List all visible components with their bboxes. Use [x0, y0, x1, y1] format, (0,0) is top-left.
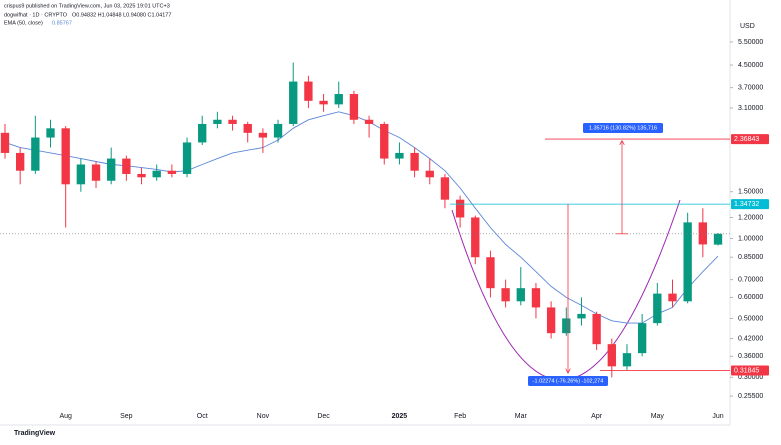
candle-body: [349, 94, 359, 120]
candle-body: [668, 293, 677, 302]
candle-body: [395, 152, 404, 159]
level-label: 0.31845: [734, 367, 759, 374]
y-tick-label: 0.60000: [738, 294, 763, 301]
y-tick-label: 1.00000: [738, 235, 763, 242]
candle-body: [319, 100, 328, 105]
candle-body: [592, 313, 601, 345]
candle-body: [380, 123, 389, 159]
y-tick-label: 0.42000: [738, 335, 763, 342]
measure-box: [583, 123, 663, 133]
candle-body: [137, 173, 146, 178]
candle-body: [334, 94, 343, 105]
measure-box: [528, 376, 608, 386]
x-tick-label: Aug: [59, 413, 72, 420]
candle-body: [243, 123, 252, 133]
ohlc: O0.94832 H1.04848 L0.94080 C1.04177: [72, 12, 171, 18]
ema-legend-value: 0.85767: [52, 20, 72, 26]
candle-body: [425, 170, 434, 178]
y-tick-label: 0.70000: [738, 276, 763, 283]
candle-body: [107, 158, 116, 181]
candle-body: [61, 128, 70, 185]
candle-body: [0, 132, 10, 153]
candle-body: [501, 288, 510, 302]
x-tick-label: Sep: [120, 413, 133, 420]
x-tick-label: Nov: [257, 413, 270, 420]
candle-body: [122, 158, 131, 174]
candle-body: [364, 119, 374, 124]
x-tick-label: Mar: [515, 413, 528, 420]
x-tick-label: 2025: [392, 413, 408, 420]
candle-body: [562, 318, 571, 334]
candle-body: [304, 81, 313, 101]
candle-body: [167, 170, 177, 174]
candle-body: [546, 307, 556, 334]
candle-body: [91, 164, 101, 181]
y-tick-label: 3.10000: [738, 105, 763, 112]
candle-body: [31, 137, 40, 171]
x-tick-label: Oct: [197, 413, 208, 420]
x-tick-label: May: [651, 413, 665, 420]
candle-body: [683, 222, 692, 302]
candle-body: [471, 217, 480, 258]
candle-body: [577, 313, 586, 319]
candle-body: [607, 344, 616, 367]
candle-body: [198, 123, 207, 143]
candle-body: [289, 81, 298, 124]
y-tick-label: 0.85000: [738, 254, 763, 261]
x-tick-label: Dec: [317, 413, 330, 420]
y-tick-label: 0.36000: [738, 353, 763, 360]
ema-line: [4, 111, 719, 324]
candle-body: [213, 119, 222, 124]
candle-body: [440, 177, 450, 200]
candle-body: [182, 142, 192, 174]
y-tick-label: 0.50000: [738, 315, 763, 322]
candle-body: [622, 353, 632, 367]
measure-label: 1.35716 (130.82%) 135,716: [589, 125, 657, 131]
currency: USD: [740, 23, 755, 30]
candle-body: [15, 152, 25, 171]
x-tick-label: Jun: [712, 413, 723, 420]
candle-body: [258, 132, 268, 138]
level-label: 1.34732: [734, 201, 759, 208]
level-tag: [731, 365, 769, 376]
level-tag: [731, 134, 769, 145]
x-tick-label: Apr: [591, 413, 603, 420]
y-tick-label: 4.50000: [738, 62, 763, 69]
candle-body: [653, 293, 662, 324]
candle-body: [698, 222, 708, 245]
y-tick-label: 3.70000: [738, 84, 763, 91]
candle-body: [410, 152, 419, 171]
candle-body: [152, 170, 161, 178]
level-label: 2.36843: [734, 136, 759, 143]
symbol: dogwifhat · 1D · CRYPTO: [4, 12, 68, 18]
candle-body: [273, 123, 283, 138]
candle-body: [531, 288, 541, 308]
ema-legend: EMA (50, close): [4, 20, 43, 26]
y-tick-label: 1.20000: [738, 214, 763, 221]
candle-body: [455, 199, 465, 218]
x-tick-label: Feb: [454, 413, 466, 420]
y-tick-label: 0.25500: [738, 393, 763, 400]
y-tick-label: 0.30000: [738, 374, 763, 381]
candle-body: [486, 257, 495, 289]
y-tick-label: 5.50000: [738, 39, 763, 46]
candle-body: [46, 128, 55, 138]
publisher: crispus9 published on TradingView.com, J…: [4, 3, 170, 9]
candle-body: [516, 288, 525, 302]
candle-body: [76, 164, 86, 185]
candle-body: [637, 323, 647, 354]
candle-body: [713, 233, 723, 245]
footer: TradingView: [14, 430, 56, 437]
level-tag: [731, 199, 769, 210]
measure-label: -1.02274 (-76.26%) -102,274: [533, 378, 604, 384]
y-tick-label: 1.50000: [738, 189, 763, 196]
candle-body: [228, 119, 237, 124]
